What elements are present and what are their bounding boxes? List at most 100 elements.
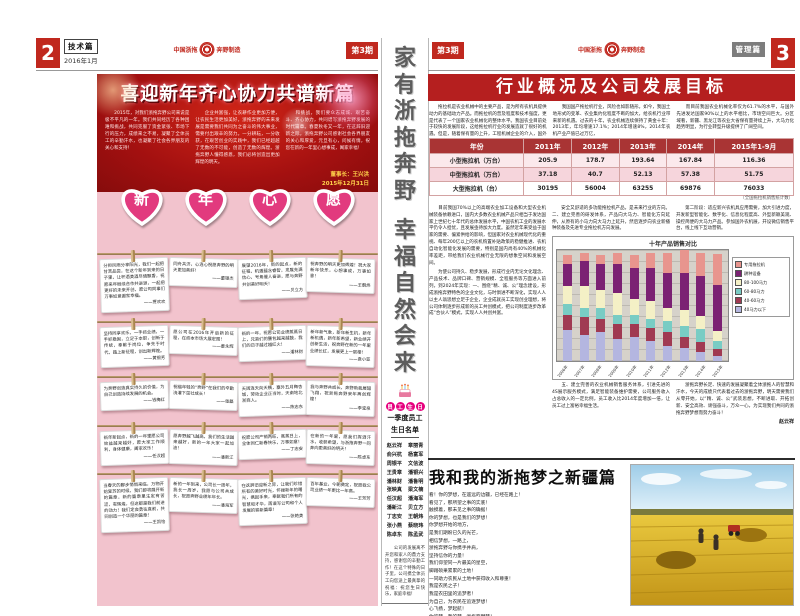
x-axis-tick-label: 2015年 [711,364,725,378]
bar-segment [646,319,656,329]
bar-segment [662,308,672,322]
bar-segment [629,314,639,324]
stacked-bar [579,250,589,362]
wish-card: 为奔野创造真实持久的价值，为自己创造持续发展的机会。 ——钱梅红 [99,372,170,411]
chart-main: 2006年 2007年 2008年 2009年 2010年 2011年 2012年 2013年… [556,249,790,377]
wish-card: 祝奔野的明天更加辉煌！祝大家新年快乐，心想事成，万事如意！ ——王朝炜 [305,249,376,294]
legend-label: 40-60马力 [744,297,765,303]
bar-segment [596,290,606,309]
wish-text: 新年新气象，新年新生机，新年新机遇，新年新希望，新业绩开创新生活，祝奔野在新的一… [310,329,372,355]
right-page: 第3期 中国浙拖 奔野制造 管理篇 3 行业概况及公司发展目标 拖拉机是农业机械… [428,38,795,616]
wish-heart-icon: 愿 [311,184,357,227]
legend-item: 专用拖拉机 [735,261,787,269]
table-cell: 178.7 [571,153,620,168]
wish-card: 新的一年，祝愿公司业绩蒸蒸日上，兄弟们的腰包越来越鼓，我们的日子越过越红火！ ——… [236,317,307,362]
clothespin-icon [268,317,274,330]
vertical-slogan-char: 奔 [393,152,416,177]
body-paragraph: 安全又舒适的多功能拖拉机产品，是未来行业的方向。二、建立完善的研发体系，产品向大… [552,206,670,232]
clothespin-icon [339,421,344,434]
body-paragraph-text: 浙拖奔野长足、快速的发展凝聚着全体浙拖人的智慧和汗水，今天的成绩只代表着过去的浙… [676,383,794,416]
bar-segment [662,332,672,346]
wish-card-row: 当春天的脚步悄悄来临，万物开始复苏的时候，我们即将展开新的篇章，新的篇章里注定有… [97,464,378,534]
poem-line: 为自己，为农民在追逐梦想！ [429,599,490,605]
wish-author: ——钱梅红 [143,397,166,404]
wish-text: 祝愿公司产销两旺，蒸蒸日上，全体同仁新春快乐，万事如意！ [241,433,303,447]
birthday-name: 王贵章 [386,469,402,476]
table-header-cell: 2014年 [666,138,715,154]
table-cell: 40.7 [571,167,620,182]
bar-segment [612,323,622,340]
chairman-name: 董事长：王兴洪 [330,172,369,179]
sales-comparison-chart: 十年产品销售对比 2006年 2007年 2008年 2009年 2010年 2011年 2… [552,236,794,381]
badge-char: 工 [395,402,405,411]
newyear-wish-hearts: 新年心愿 [97,184,378,227]
bar-segment [679,325,689,337]
birthday-name: 贝立方 [408,505,424,512]
wish-author: ——李宝泉 [349,405,371,412]
left-issue-badge: 第3期 [346,42,378,59]
wish-card: 坚持同享欢乐，一手抓业绩，一手抓稳固，立足于本职，创新于传统，奉献于岗位，争先于… [99,317,170,368]
clothespin-icon [201,249,206,263]
wish-card: 百年基业，今朝奠定，祝愿我公司业绩一年更比一年高。 ——王芳芳 [305,470,376,509]
birthday-name: 王朝炜 [408,514,424,521]
vertical-slogan-char: 浙 [393,99,416,124]
table-cell: 30195 [523,181,573,196]
right-section-tag: 管理篇 [731,42,765,57]
table-cell: 167.84 [666,153,715,168]
vertical-slogan-char: 野 [393,178,416,204]
bar-segment [562,254,572,264]
wish-author: ——黄银芳 [143,355,166,362]
legend-item: 80-100马力 [735,279,787,287]
body-paragraph: 五、建立完善的农业机械销售服务体系，引进先进的4S展示服务模式，满足智能装备维护… [552,383,670,409]
bar-segment [696,352,706,362]
wish-heart-icon: 新 [119,184,165,227]
masthead-left-text: 中国浙拖 [577,47,602,54]
birthday-list-title-1: 一季度员工 [387,414,423,422]
stacked-bar [679,250,689,362]
bar-segment [662,272,672,309]
bar-segment [696,329,706,343]
badge-char: 日 [415,402,425,411]
gear-logo-icon [605,43,618,56]
wish-text: 新年新起点，新的一年里愿公司效益越来越好，愿大家工作顺利，身体健康，阖家欢乐！ [103,433,165,453]
left-section-tag: 技术篇 [64,39,98,54]
bar-segment [612,339,622,362]
bar-segment [662,252,672,273]
clothespin-icon [201,317,206,330]
table-row-label: 大型拖拉机（台） [428,181,525,196]
legend-label: 专用拖拉机 [744,261,765,267]
legend-label: 耕种设备 [744,270,761,276]
wish-card: 天阔连天向天横，塞外五月梅杏城，劳动企业正当时，天南地北浙商人。 ——陈志东 [236,372,307,417]
legend-swatch [735,306,742,314]
article-divider [428,458,795,460]
masthead-left-text: 中国浙拖 [173,47,198,54]
wish-card: 在这辞旧迎新之际，让我们珍惜所有的美好时光，怀揣新年的曙光，携起手来，奉献我们所… [236,470,308,527]
poem-line: 坚持信你的力量！ [429,553,467,559]
bar-segment [612,314,622,324]
banner-title: 喜迎新年齐心协力共谱新篇 [120,84,355,105]
table-cell: 205.9 [523,153,573,168]
wish-card: 新的一年到来，公司长一周年，我长一周岁，我愿与公司共成长，祝愿奔野业绩年年长。 —… [168,470,239,515]
bar-segment [596,263,606,291]
masthead-right-text: 奔野制造 [621,47,646,54]
wish-author: ——王芳芳 [349,497,371,503]
body-paragraph: 为使公司持久、稳步发展，形成行业内无论文化理念、产品技术、品牌口碑、营销规模、全… [429,270,546,317]
bar-segment [713,349,723,356]
birthday-message: 公司的发展离不开您和家人的鼎力支持，感谢您的辛勤工作！在这个特殊的日子里，公司携… [382,543,428,605]
bar-segment [579,285,589,309]
stacked-bar [662,250,672,362]
wish-heart-icon: 年 [183,184,229,227]
clothespin-icon [269,421,274,434]
legend-swatch [735,261,742,269]
stacked-bar [646,250,656,362]
table-row-label: 小型拖拉机（万台） [428,153,525,168]
chart-legend: 专用拖拉机 耕种设备 80-100马力 60-80马力 40-60马力 40马力以下 [732,257,790,318]
wish-author: ——张艳美 [281,514,303,521]
bar-segment [713,253,723,285]
chart-x-axis-labels: 2006年 2007年 2008年 2009年 2010年 2011年 2012年 2013年… [556,362,729,377]
wish-author: ——张磊 [216,399,234,405]
poem-line: 你的梦想，也是我们的梦想！ [429,515,490,521]
birthday-name: 张小燕 [386,523,402,530]
clothespin-icon [339,372,344,385]
birthday-name: 潘林财 [386,478,402,485]
